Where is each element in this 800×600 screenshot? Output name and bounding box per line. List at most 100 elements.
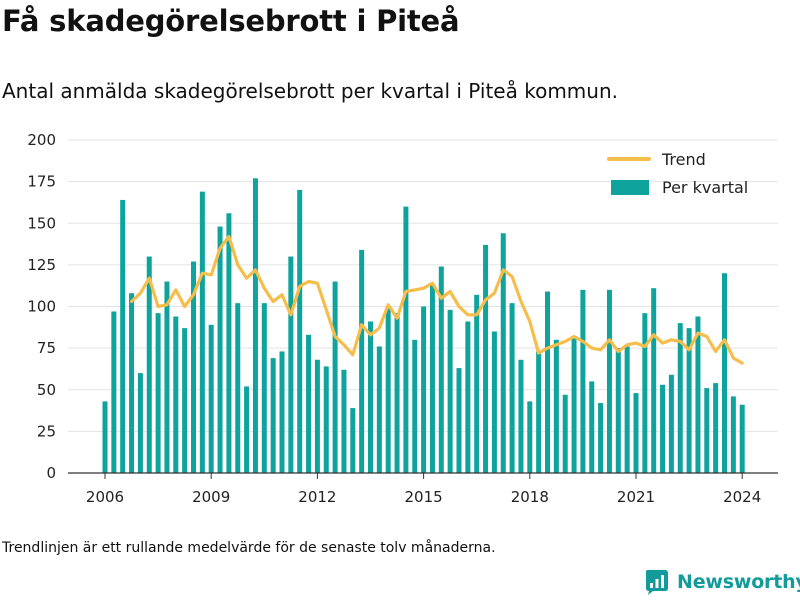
bar xyxy=(668,374,674,473)
y-tick-label: 50 xyxy=(37,381,56,399)
footnote: Trendlinjen är ett rullande medelvärde f… xyxy=(2,540,496,556)
y-tick-label: 125 xyxy=(27,256,56,274)
bar xyxy=(252,178,258,474)
bar xyxy=(350,408,356,473)
bar-series xyxy=(102,178,745,474)
bar xyxy=(235,303,241,473)
bar xyxy=(571,336,577,473)
bar xyxy=(536,351,542,473)
bar xyxy=(686,328,692,473)
bar xyxy=(288,256,294,473)
bar xyxy=(306,334,312,473)
x-tick-label: 2024 xyxy=(723,488,761,506)
bar xyxy=(722,273,727,473)
x-tick-label: 2021 xyxy=(617,488,655,506)
chart-subtitle: Antal anmälda skadegörelsebrott per kvar… xyxy=(2,79,618,103)
bar xyxy=(580,289,586,473)
x-tick-label: 2018 xyxy=(511,488,549,506)
bar xyxy=(553,339,559,473)
x-tick-label: 2009 xyxy=(192,488,230,506)
trend-series xyxy=(130,235,744,365)
bar xyxy=(527,401,533,473)
bar xyxy=(279,351,285,473)
bar xyxy=(359,249,365,473)
bar xyxy=(739,404,745,473)
bar xyxy=(403,206,409,473)
x-tick-label: 2012 xyxy=(298,488,336,506)
y-tick-label: 175 xyxy=(27,173,56,191)
bar xyxy=(199,191,205,474)
bar xyxy=(456,368,462,473)
bar xyxy=(447,309,453,473)
bar xyxy=(385,306,391,473)
y-tick-label: 75 xyxy=(37,339,56,357)
bar xyxy=(660,384,666,473)
bar xyxy=(146,256,152,473)
bar xyxy=(562,394,568,473)
bar xyxy=(182,328,188,473)
bar xyxy=(137,373,143,473)
bar xyxy=(421,306,427,473)
newsworthy-logo-icon xyxy=(646,570,668,595)
bar xyxy=(677,323,683,473)
bar xyxy=(244,386,250,473)
bar xyxy=(297,189,303,473)
legend-bar-label: Per kvartal xyxy=(662,178,748,197)
y-tick-label: 200 xyxy=(27,131,56,149)
bar xyxy=(164,281,170,473)
x-tick-label: 2015 xyxy=(405,488,443,506)
bar xyxy=(191,261,196,473)
bar xyxy=(368,321,373,473)
bar xyxy=(500,233,506,473)
legend-bar-swatch xyxy=(611,180,649,195)
newsworthy-logo-text: Newsworthy xyxy=(677,571,800,593)
chart-title: Få skadegörelsebrott i Piteå xyxy=(2,4,460,38)
bar xyxy=(332,281,338,473)
bar xyxy=(589,381,595,473)
bar xyxy=(412,339,418,473)
bar xyxy=(730,396,736,473)
bar xyxy=(598,403,604,473)
bar xyxy=(695,316,701,473)
bar xyxy=(651,288,657,473)
bar xyxy=(704,388,710,473)
bar xyxy=(633,393,639,473)
bar xyxy=(270,358,276,473)
bar xyxy=(615,348,621,473)
bar xyxy=(120,199,126,473)
bar xyxy=(474,294,480,473)
bar xyxy=(642,313,648,473)
bar xyxy=(102,401,108,473)
legend-trend-label: Trend xyxy=(661,150,706,169)
y-tick-label: 100 xyxy=(27,298,56,316)
bar xyxy=(217,226,223,473)
bar xyxy=(491,331,497,473)
bar xyxy=(173,316,179,473)
bar xyxy=(323,366,329,473)
bar xyxy=(429,284,435,473)
bar xyxy=(155,313,161,473)
bar xyxy=(483,244,489,473)
y-tick-label: 150 xyxy=(27,214,56,232)
bar xyxy=(226,213,232,473)
x-tick-label: 2006 xyxy=(86,488,124,506)
bar xyxy=(341,369,347,473)
bar xyxy=(314,359,320,473)
bar xyxy=(465,321,471,473)
bar xyxy=(713,383,719,473)
legend: Trend Per kvartal xyxy=(607,150,748,197)
bar xyxy=(208,324,214,473)
bar xyxy=(394,313,400,473)
bar xyxy=(376,346,382,473)
bar xyxy=(509,303,515,473)
newsworthy-logo: Newsworthy xyxy=(644,568,800,596)
bar xyxy=(129,293,135,473)
bar xyxy=(438,266,444,473)
y-tick-label: 25 xyxy=(37,422,56,440)
bar xyxy=(261,303,267,473)
bar xyxy=(545,291,550,473)
bar xyxy=(111,311,117,473)
x-axis-ticks: 2006 2009 2012 2015 2018 2021 2024 xyxy=(86,473,761,506)
bar xyxy=(518,359,524,473)
